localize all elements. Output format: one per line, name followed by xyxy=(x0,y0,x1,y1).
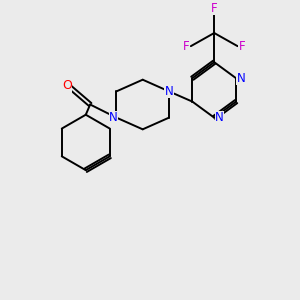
Text: F: F xyxy=(183,40,190,52)
Text: N: N xyxy=(109,111,118,124)
Text: N: N xyxy=(237,72,246,85)
Text: F: F xyxy=(211,2,217,15)
Text: F: F xyxy=(238,40,245,52)
Text: N: N xyxy=(165,85,173,98)
Text: N: N xyxy=(215,111,224,124)
Text: O: O xyxy=(62,79,72,92)
